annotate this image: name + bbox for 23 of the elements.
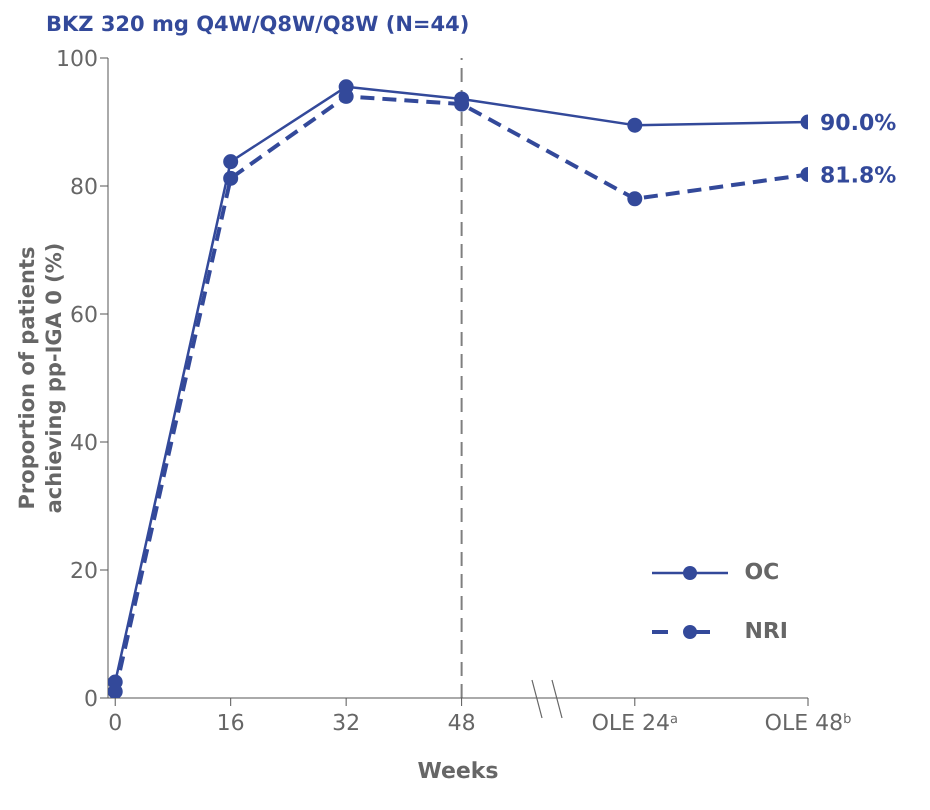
- data-label: 90.0%: [820, 111, 896, 136]
- y-tick-label: 60: [70, 302, 98, 328]
- chart-title: BKZ 320 mg Q4W/Q8W/Q8W (N=44): [46, 12, 470, 36]
- legend-label: OC: [744, 560, 780, 585]
- x-tick-label: 32: [332, 711, 360, 736]
- point: [223, 170, 238, 186]
- legend-label: NRI: [744, 619, 788, 644]
- y-tick-label: 40: [70, 430, 98, 456]
- x-tick-label: 0: [108, 711, 122, 736]
- x-tick-label: OLE 24$^{a}$: [592, 711, 678, 736]
- x-tick-label: 48: [448, 711, 476, 736]
- point: [627, 118, 642, 133]
- point: [627, 191, 642, 206]
- y-tick-label: 100: [56, 46, 98, 72]
- y-tick-label: 0: [84, 686, 98, 712]
- data-label: 81.8%: [820, 163, 896, 188]
- y-tick-label: 80: [70, 174, 98, 200]
- y-tick-label: 20: [70, 558, 98, 584]
- point: [223, 154, 238, 170]
- x-tick-label: 16: [216, 711, 245, 736]
- x-axis-title: Weeks: [417, 759, 499, 784]
- y-axis-title: Proportion of patients achieving pp-IGA 0 (%): [15, 242, 66, 514]
- x-tick-label: OLE 48$^{b}$: [764, 711, 852, 736]
